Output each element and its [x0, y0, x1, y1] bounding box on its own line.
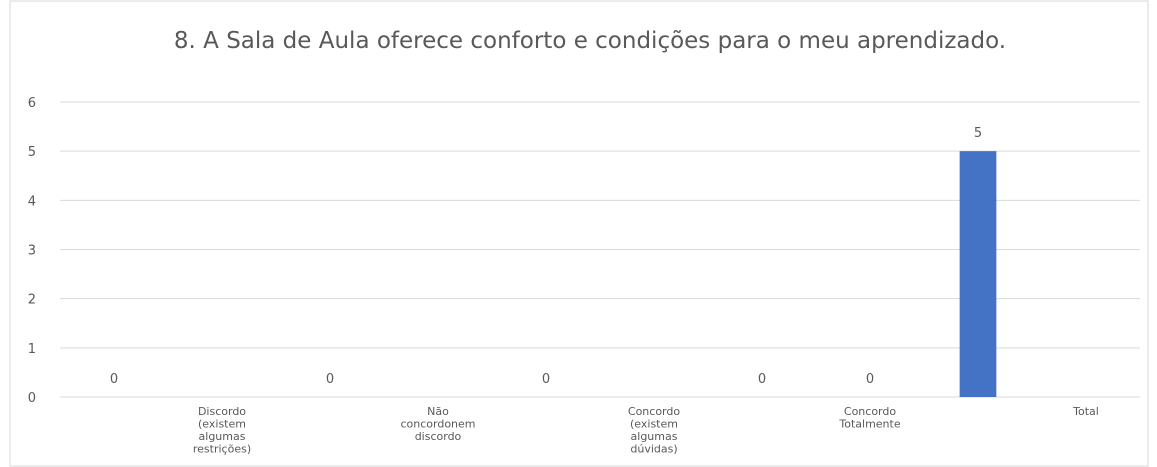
data-label: 5	[974, 126, 982, 141]
data-label: 0	[542, 372, 550, 387]
x-tick-label: Não concordonem discordo	[400, 405, 475, 443]
y-tick-label: 2	[28, 293, 36, 308]
x-tick-label: Concordo Totalmente	[838, 405, 900, 431]
y-tick-label: 0	[28, 391, 36, 406]
data-label: 0	[326, 372, 334, 387]
x-tick-label: Total	[1072, 405, 1099, 418]
y-tick-label: 4	[28, 194, 36, 209]
y-tick-label: 3	[28, 244, 36, 259]
chart-title: 8. A Sala de Aula oferece conforto e con…	[173, 28, 1007, 54]
data-label: 0	[110, 372, 118, 387]
x-tick-label: Concordo (existem algumas dúvidas)	[628, 405, 680, 456]
data-label: 0	[866, 372, 874, 387]
chart-border	[9, 0, 1149, 467]
y-tick-label: 1	[28, 342, 36, 357]
x-tick-label: Discordo (existem algumas restrições)	[193, 405, 251, 456]
data-label: 0	[758, 372, 766, 387]
y-tick-label: 5	[28, 145, 36, 160]
y-tick-label: 6	[28, 96, 36, 111]
bar	[959, 151, 997, 397]
